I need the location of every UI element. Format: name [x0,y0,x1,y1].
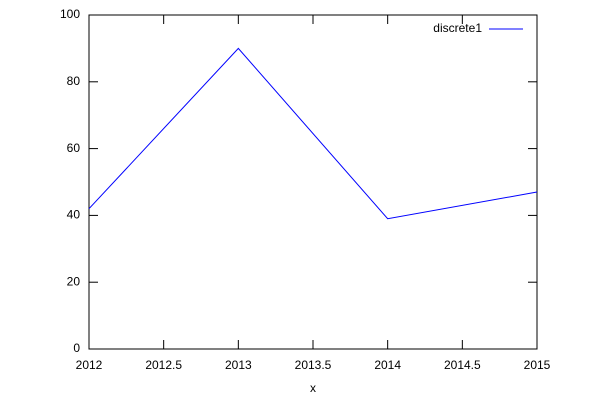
x-axis-label: x [310,381,316,395]
y-tick-label: 0 [73,341,80,355]
y-tick-label: 100 [60,7,80,21]
x-tick-label: 2014.5 [444,358,481,372]
y-tick-label: 40 [67,208,81,222]
x-tick-label: 2015 [524,358,551,372]
y-tick-label: 80 [67,74,81,88]
x-tick-label: 2013 [225,358,252,372]
x-tick-label: 2012.5 [145,358,182,372]
x-tick-label: 2012 [76,358,103,372]
y-tick-label: 60 [67,141,81,155]
legend-label: discrete1 [433,21,482,35]
x-tick-label: 2014 [374,358,401,372]
plot-border [88,14,538,350]
x-tick-label: 2013.5 [295,358,332,372]
y-tick-label: 20 [67,274,81,288]
series-line [88,47,538,220]
